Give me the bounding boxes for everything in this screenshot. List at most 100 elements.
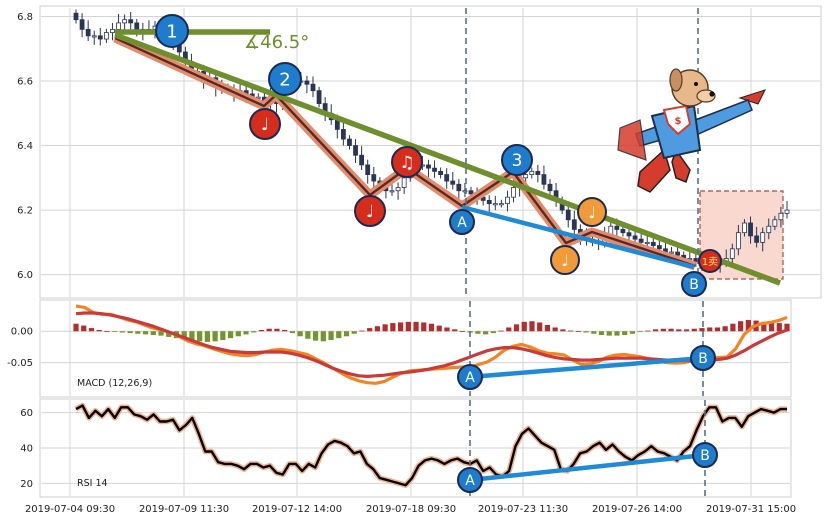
axis-labels: 6.0 6.2 6.4 6.6 6.8 0.00 -0.05 20 40 60 2019-07-04…	[7, 12, 796, 515]
indicator-lines	[74, 304, 788, 488]
macd-histogram-bar	[745, 319, 751, 332]
x-tick-label: 2019-07-26 14:00	[592, 504, 682, 515]
sell-badge-circle	[698, 249, 722, 273]
macd-histogram-bar	[181, 331, 187, 340]
macd-histogram-bar	[135, 331, 141, 334]
candle	[535, 170, 541, 175]
macd-histogram-bar	[397, 322, 404, 332]
candle	[122, 19, 128, 24]
sell-badge: 1卖	[702, 256, 718, 268]
rsi-tick-label: 20	[20, 479, 33, 490]
wave-badge-1-circle	[155, 14, 189, 48]
candle	[626, 232, 632, 237]
candle	[456, 183, 462, 192]
candle	[650, 241, 656, 246]
macd-histogram-bar	[583, 331, 589, 333]
candle	[748, 222, 753, 237]
macd-divergence-line	[469, 355, 704, 380]
macd-histogram-bar	[251, 331, 257, 333]
candle	[353, 145, 358, 156]
macd-histogram-bar	[761, 321, 767, 332]
macd-point-a-circle	[457, 364, 483, 390]
macd-histogram-bar	[258, 329, 265, 332]
candle	[359, 154, 365, 166]
price-tick-label: 6.8	[17, 12, 33, 23]
macd-histogram-bar	[768, 322, 775, 332]
macd-histogram-bar	[606, 331, 612, 336]
price-tick-label: 6.6	[17, 77, 33, 88]
macd-panel-frame	[39, 299, 792, 398]
superhero-dog-illustration: $	[617, 68, 766, 193]
rsi-panel-label: RSI 14	[77, 478, 108, 489]
candle	[760, 232, 766, 243]
candle	[371, 174, 377, 182]
macd-panel-label: MACD (12,26,9)	[77, 378, 152, 389]
candle	[438, 170, 444, 175]
candle	[656, 245, 662, 250]
candle	[103, 32, 109, 40]
x-tick-label: 2019-07-18 09:30	[366, 504, 456, 515]
macd-histogram-bar	[81, 325, 87, 332]
macd-histogram-bar	[653, 329, 659, 332]
rsi-point-b: B	[700, 448, 710, 464]
macd-histogram-bar	[421, 322, 427, 332]
annotation-overlays: ∡46.5°	[113, 29, 781, 483]
macd-histogram-bar	[722, 326, 728, 332]
candle	[742, 222, 747, 234]
macd-histogram-bar	[529, 321, 535, 332]
macd-histogram-bar	[88, 328, 95, 332]
macd-histogram-bar	[498, 330, 504, 332]
macd-histogram-bar	[668, 328, 674, 332]
macd-histogram-bar	[436, 325, 442, 332]
macd-histogram-bar	[568, 330, 574, 332]
candle	[778, 212, 784, 221]
svg-text:$: $	[675, 116, 682, 127]
note-badge-circle	[249, 108, 281, 140]
candle	[669, 251, 674, 254]
macd-histogram-bar	[506, 327, 512, 332]
candle	[614, 225, 620, 230]
macd-histogram-bar	[699, 328, 705, 332]
candle	[498, 203, 504, 206]
macd-histogram-bar	[104, 331, 110, 333]
macd-histogram-bar	[390, 323, 396, 332]
macd-histogram-bar	[575, 331, 581, 333]
macd-point-b-circle	[690, 345, 716, 371]
candle	[492, 203, 498, 206]
candle	[426, 164, 431, 169]
candle	[310, 83, 316, 92]
candle	[784, 209, 790, 214]
macd-histogram-bar	[707, 327, 713, 332]
rsi-point-a: A	[465, 473, 475, 489]
macd-histogram-bar	[676, 329, 682, 332]
candle	[462, 190, 468, 193]
macd-point-b: B	[698, 351, 708, 367]
macd-histogram-bar	[405, 321, 411, 332]
macd-histogram-bar	[629, 331, 636, 334]
macd-histogram-bar	[73, 323, 79, 332]
macd-histogram-bar	[459, 331, 466, 333]
candle	[675, 251, 681, 256]
candle	[79, 19, 85, 30]
macd-point-a: A	[465, 370, 475, 386]
candle	[432, 167, 437, 172]
macd-histogram-bar	[784, 323, 790, 332]
candle	[444, 174, 450, 182]
candle	[73, 12, 79, 21]
price-point-a-circle	[449, 209, 475, 235]
x-tick-label: 2019-07-09 11:30	[139, 504, 229, 515]
x-tick-label: 2019-07-04 09:30	[25, 504, 115, 515]
candle	[523, 174, 529, 179]
candle	[632, 235, 638, 240]
macd-histogram-bar	[305, 331, 311, 339]
macd-histogram-bar	[691, 328, 697, 332]
macd-tick-label: -0.05	[7, 358, 33, 369]
macd-histogram-bar	[150, 331, 156, 336]
macd-histogram-bar	[227, 331, 234, 339]
x-tick-label: 2019-07-23 11:30	[478, 504, 568, 515]
macd-histogram-bar	[513, 324, 520, 332]
macd-histogram-bar	[312, 331, 319, 341]
macd-histogram-bar	[598, 331, 605, 336]
price-tick-label: 6.0	[17, 270, 33, 281]
note-badge: ♩	[588, 203, 596, 222]
